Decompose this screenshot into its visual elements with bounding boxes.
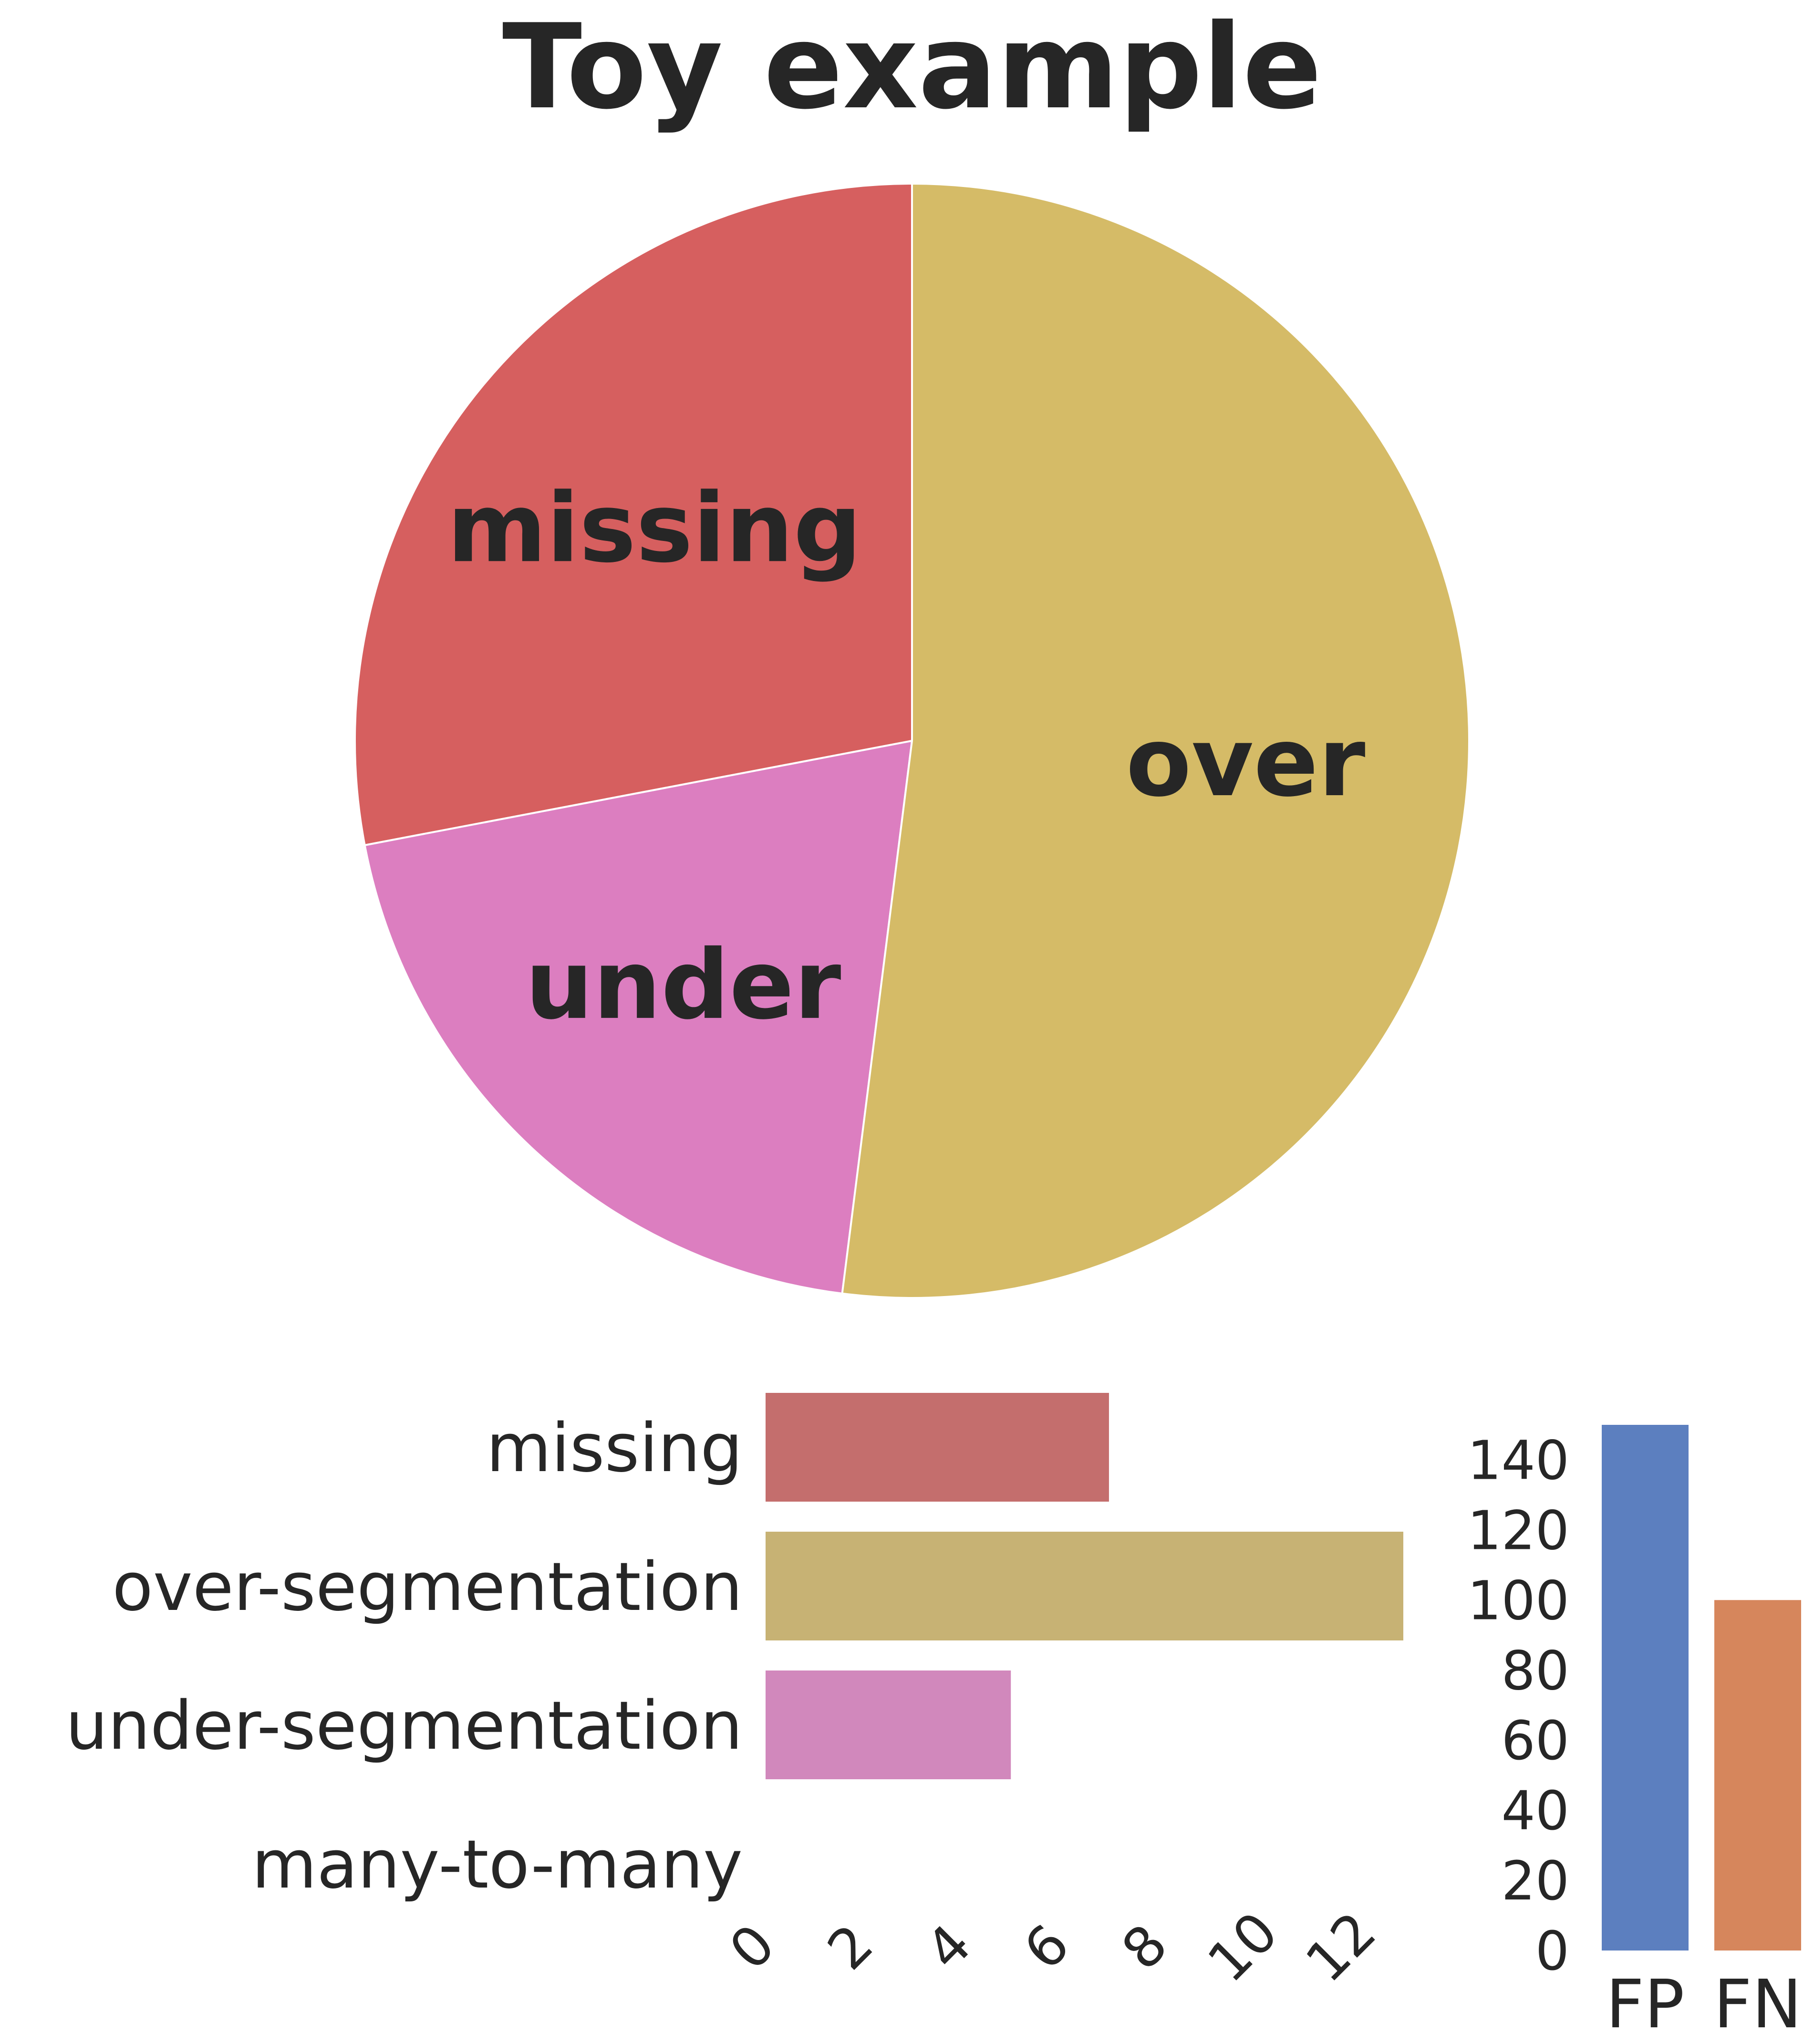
pie-chart: missing under over xyxy=(354,182,1470,1299)
x-category-label-FN: FN xyxy=(1713,1966,1802,2044)
y-tick-label: 100 xyxy=(1467,1570,1569,1632)
category-label-many-to-many: many-to-many xyxy=(252,1826,743,1904)
x-tick-label: 10 xyxy=(1196,1900,1290,1994)
chart-title: Toy example xyxy=(502,0,1322,135)
pie-slice-under xyxy=(363,739,913,1295)
y-tick-label: 140 xyxy=(1467,1430,1569,1492)
x-tick-label: 8 xyxy=(1110,1912,1180,1982)
error-type-bar-chart: missing over-segmentation under-segmentati… xyxy=(65,1393,1403,1995)
x-tick-label: 4 xyxy=(914,1912,984,1982)
pie-label-missing: missing xyxy=(447,473,861,584)
fp-fn-bar-chart: FP FN 0 20 40 60 80 100 120 140 xyxy=(1467,1425,1802,2044)
x-tick-label: 12 xyxy=(1294,1900,1388,1994)
x-tick-label: 0 xyxy=(717,1912,787,1982)
bar-FP xyxy=(1602,1425,1689,1951)
y-tick-label: 40 xyxy=(1501,1780,1569,1842)
bar-under-segmentation xyxy=(766,1670,1011,1779)
y-tick-label: 60 xyxy=(1501,1710,1569,1772)
pie-slice-over xyxy=(841,182,1470,1299)
y-tick-label: 0 xyxy=(1535,1920,1569,1982)
pie-label-over: over xyxy=(1126,707,1365,818)
y-tick-label: 80 xyxy=(1501,1640,1569,1702)
x-tick-label: 2 xyxy=(816,1912,885,1982)
category-label-over-segmentation: over-segmentation xyxy=(112,1548,743,1626)
y-tick-label: 20 xyxy=(1501,1850,1569,1912)
x-category-label-FP: FP xyxy=(1606,1966,1685,2044)
x-tick-label: 6 xyxy=(1012,1912,1081,1982)
pie-slice-missing xyxy=(354,182,913,847)
bar-over-segmentation xyxy=(766,1532,1403,1640)
category-label-under-segmentation: under-segmentation xyxy=(65,1687,743,1765)
bar-FN xyxy=(1714,1600,1801,1951)
bar-missing xyxy=(766,1393,1109,1502)
category-label-missing: missing xyxy=(486,1410,743,1487)
y-tick-label: 120 xyxy=(1467,1500,1569,1562)
pie-label-under: under xyxy=(525,930,841,1041)
